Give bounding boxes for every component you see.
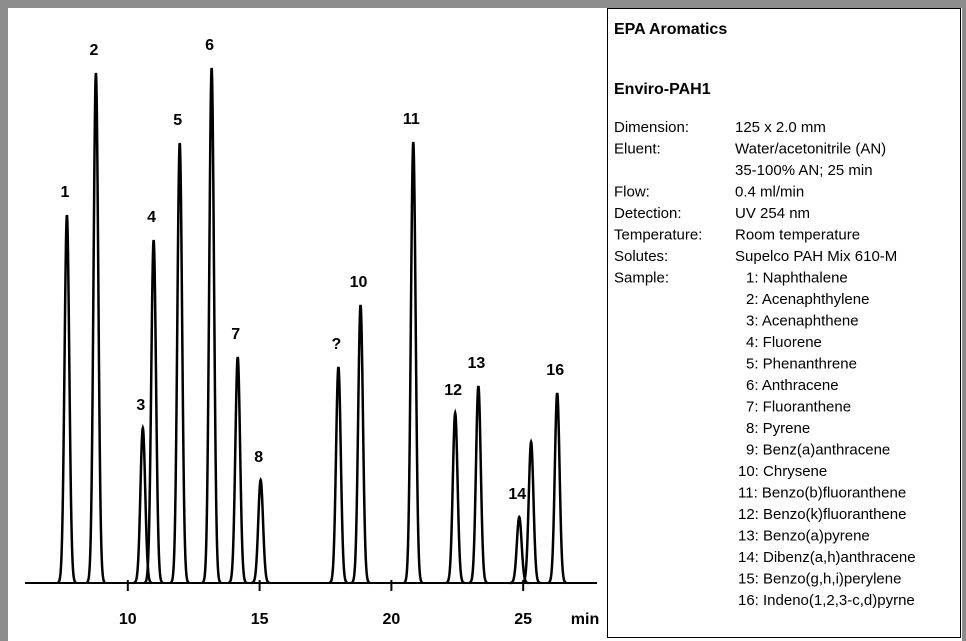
panel-title: EPA Aromatics — [614, 21, 727, 38]
peak-label: 2 — [89, 42, 98, 59]
sample-item: 8: Pyrene — [746, 420, 810, 437]
column-name: Enviro-PAH1 — [614, 81, 711, 98]
peak — [201, 67, 222, 584]
spec-label: Solutes: — [614, 248, 668, 265]
peak — [86, 72, 106, 585]
spec-value: 35-100% AN; 25 min — [735, 162, 873, 179]
sample-item: 13: Benzo(a)pyrene — [738, 527, 870, 544]
peak — [143, 239, 164, 585]
peak-label: 16 — [546, 362, 564, 379]
sample-item: 5: Phenanthrene — [746, 355, 857, 372]
info-panel — [607, 8, 961, 638]
x-tick-label: 20 — [382, 611, 400, 628]
spec-label: Dimension: — [614, 119, 689, 136]
peak-label: 3 — [136, 397, 145, 414]
sample-item: 1: Naphthalene — [746, 269, 848, 286]
peak-label: 13 — [467, 355, 485, 372]
peak — [57, 214, 77, 585]
peak-label: 11 — [403, 111, 420, 128]
peak — [251, 477, 271, 585]
peak — [403, 141, 424, 585]
peak — [328, 366, 349, 585]
sample-item: 10: Chrysene — [738, 463, 827, 480]
sample-item: 9: Benz(a)anthracene — [746, 441, 890, 458]
peak-label: 6 — [205, 37, 214, 54]
sample-item: 16: Indeno(1,2,3-c,d)pyrne — [738, 592, 915, 609]
sample-item: 12: Benzo(k)fluoranthene — [738, 506, 906, 523]
peak — [169, 142, 190, 585]
spec-label: Sample: — [614, 269, 669, 286]
peak — [350, 304, 371, 585]
peak-label: 5 — [173, 112, 182, 129]
peak-label: ? — [332, 336, 342, 353]
peak — [521, 438, 541, 585]
sample-item: 7: Fluoranthene — [746, 398, 851, 415]
sample-item: 14: Dibenz(a,h)anthracene — [738, 549, 916, 566]
sample-item: 3: Acenaphthene — [746, 312, 859, 329]
peak-label: 14 — [508, 486, 526, 503]
spec-label: Flow: — [614, 183, 650, 200]
x-tick-label: 25 — [514, 611, 532, 628]
sample-item: 11: Benzo(b)fluoranthene — [738, 484, 906, 501]
spec-label: Eluent: — [614, 140, 661, 157]
spec-value: Supelco PAH Mix 610-M — [735, 248, 897, 265]
peak — [509, 514, 529, 585]
spec-value: UV 254 nm — [735, 205, 810, 222]
peak — [445, 408, 465, 585]
x-tick-label: 15 — [251, 611, 269, 628]
peak-label: 4 — [147, 209, 156, 226]
peak-label: 8 — [254, 449, 263, 466]
x-axis-label: min — [571, 611, 599, 628]
sample-item: 2: Acenaphthylene — [746, 291, 869, 308]
x-tick-label: 10 — [119, 611, 137, 628]
spec-value: Room temperature — [735, 226, 860, 243]
sample-item: 6: Anthracene — [746, 377, 839, 394]
sample-item: 4: Fluorene — [746, 334, 822, 351]
peak — [468, 385, 489, 585]
peak-label: 1 — [60, 184, 69, 201]
spec-label: Detection: — [614, 205, 682, 222]
peak — [228, 356, 248, 585]
peak-label: 7 — [231, 326, 240, 343]
sample-item: 15: Benzo(g,h,i)perylene — [738, 570, 901, 587]
peak-label: 10 — [350, 274, 368, 291]
peak-label: 12 — [444, 382, 462, 399]
spec-value: 125 x 2.0 mm — [735, 119, 826, 136]
peak — [133, 423, 153, 585]
spec-label: Temperature: — [614, 226, 702, 243]
spec-value: 0.4 ml/min — [735, 183, 804, 200]
spec-value: Water/acetonitrile (AN) — [735, 140, 886, 157]
peak — [547, 392, 567, 585]
